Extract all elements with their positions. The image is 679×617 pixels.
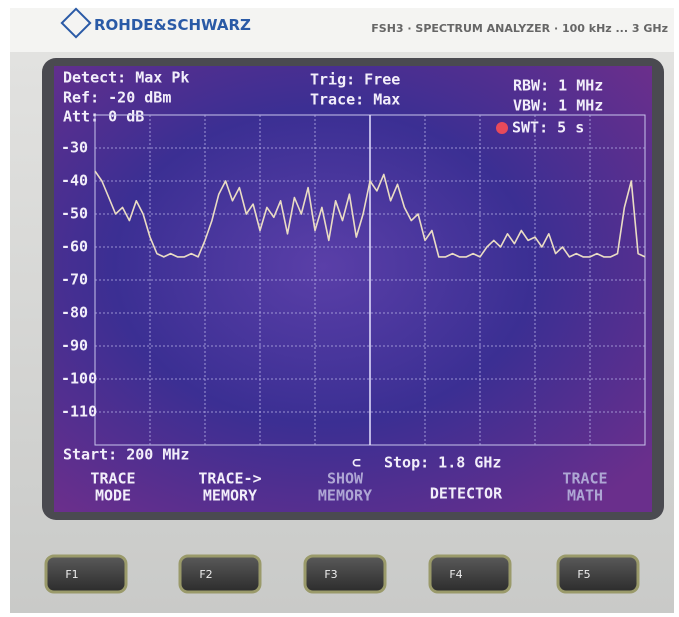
y-tick-label: -50 xyxy=(61,205,88,223)
softkey-label: MEMORY xyxy=(318,487,372,505)
softkey-label: TRACE xyxy=(562,470,607,488)
function-key-label: F1 xyxy=(65,568,78,581)
start-label: Start: 200 MHz xyxy=(63,446,189,464)
function-key[interactable] xyxy=(430,556,510,592)
status-trig: Trig: Free xyxy=(310,71,400,89)
softkey-label: SHOW xyxy=(327,470,364,488)
function-key[interactable] xyxy=(180,556,260,592)
function-key-label: F4 xyxy=(449,568,462,581)
y-tick-label: -40 xyxy=(61,172,88,190)
y-tick-label: -80 xyxy=(61,304,88,322)
function-key-label: F3 xyxy=(324,568,337,581)
function-key-label: F5 xyxy=(577,568,590,581)
y-tick-label: -100 xyxy=(61,370,97,388)
softkey-label: MATH xyxy=(567,487,603,505)
device-photo: ROHDE&SCHWARZ FSH3 · SPECTRUM ANALYZER ·… xyxy=(0,0,679,617)
status-trace: Trace: Max xyxy=(310,91,400,109)
softkey-label: TRACE-> xyxy=(198,470,261,488)
status-ref: Ref: -20 dBm xyxy=(63,89,171,107)
sweep-indicator xyxy=(496,122,508,134)
status-rbw: RBW: 1 MHz xyxy=(513,77,603,95)
status-swt: SWT: 5 s xyxy=(512,119,584,137)
status-att: Att: 0 dB xyxy=(63,108,144,126)
y-tick-label: -110 xyxy=(61,403,97,421)
y-tick-label: -60 xyxy=(61,238,88,256)
stop-label: Stop: 1.8 GHz xyxy=(384,454,501,472)
brand: ROHDE&SCHWARZ xyxy=(94,16,251,34)
function-key[interactable] xyxy=(558,556,638,592)
function-key[interactable] xyxy=(46,556,126,592)
status-vbw: VBW: 1 MHz xyxy=(513,97,603,115)
softkey-label: MODE xyxy=(95,487,131,505)
y-tick-label: -70 xyxy=(61,271,88,289)
softkey-label: TRACE xyxy=(90,470,135,488)
function-key[interactable] xyxy=(305,556,385,592)
y-tick-label: -30 xyxy=(61,139,88,157)
model: FSH3 · SPECTRUM ANALYZER · 100 kHz ... 3… xyxy=(371,22,668,35)
softkey-label: DETECTOR xyxy=(430,485,503,503)
status-detect: Detect: Max Pk xyxy=(63,69,189,87)
y-tick-label: -90 xyxy=(61,337,88,355)
function-key-label: F2 xyxy=(199,568,212,581)
softkey-label: MEMORY xyxy=(203,487,257,505)
